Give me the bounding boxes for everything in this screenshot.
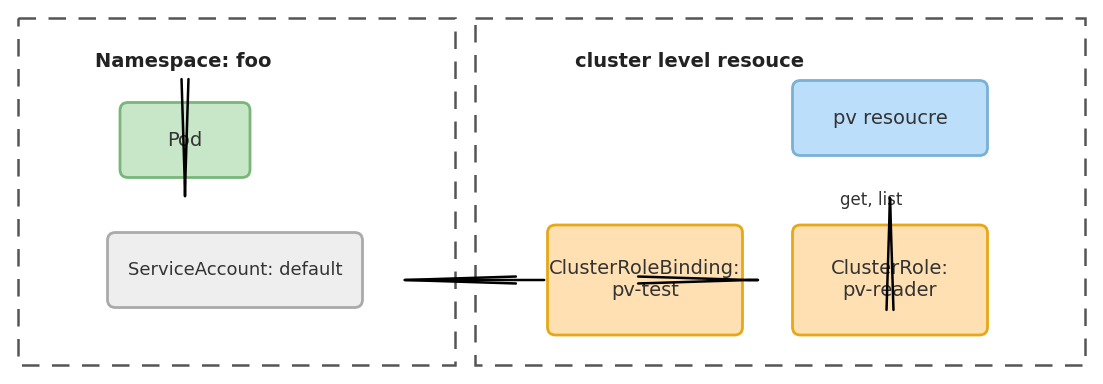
Text: ServiceAccount: default: ServiceAccount: default xyxy=(128,261,342,279)
FancyBboxPatch shape xyxy=(792,81,987,156)
FancyBboxPatch shape xyxy=(792,225,987,335)
Bar xyxy=(475,18,1085,365)
Text: pv resoucre: pv resoucre xyxy=(833,109,947,127)
Text: Namespace: foo: Namespace: foo xyxy=(95,52,271,71)
Bar xyxy=(18,18,456,365)
Text: ClusterRoleBinding:
pv-test: ClusterRoleBinding: pv-test xyxy=(549,260,741,301)
Text: cluster level resouce: cluster level resouce xyxy=(575,52,804,71)
Text: get, list: get, list xyxy=(840,191,902,209)
FancyBboxPatch shape xyxy=(120,103,250,177)
FancyBboxPatch shape xyxy=(107,232,363,308)
Text: Pod: Pod xyxy=(168,131,203,149)
FancyBboxPatch shape xyxy=(547,225,742,335)
Text: ClusterRole:
pv-reader: ClusterRole: pv-reader xyxy=(831,260,949,301)
